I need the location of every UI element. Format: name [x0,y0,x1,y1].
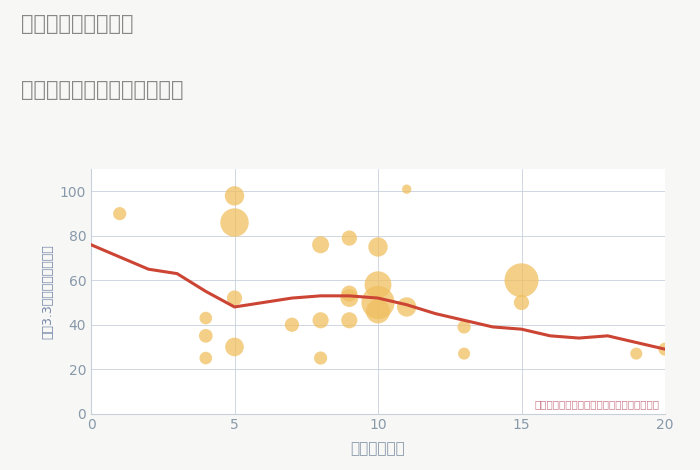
Point [458,350,470,357]
Point [344,316,355,324]
Point [458,323,470,331]
Point [315,316,326,324]
Point [372,281,384,289]
Point [229,294,240,302]
Point [372,308,384,315]
Point [200,332,211,340]
Point [401,303,412,311]
Point [516,299,527,306]
Point [659,345,671,353]
Point [372,299,384,306]
Point [229,192,240,200]
Point [229,343,240,351]
Point [631,350,642,357]
Point [286,321,297,329]
X-axis label: 駅距離（分）: 駅距離（分） [351,441,405,456]
Text: 円の大きさは、取引のあった物件面積を示す: 円の大きさは、取引のあった物件面積を示す [534,399,659,409]
Point [315,354,326,362]
Point [344,294,355,302]
Point [114,210,125,218]
Point [200,354,211,362]
Y-axis label: 坪（3.3㎡）単価（万円）: 坪（3.3㎡）単価（万円） [41,244,54,339]
Point [229,219,240,226]
Point [344,235,355,242]
Point [401,186,412,193]
Point [516,276,527,284]
Point [200,314,211,322]
Text: 駅距離別中古マンション価格: 駅距離別中古マンション価格 [21,80,183,100]
Point [372,243,384,251]
Point [315,241,326,249]
Text: 愛知県瀬戸市緑町の: 愛知県瀬戸市緑町の [21,14,134,34]
Point [344,290,355,298]
